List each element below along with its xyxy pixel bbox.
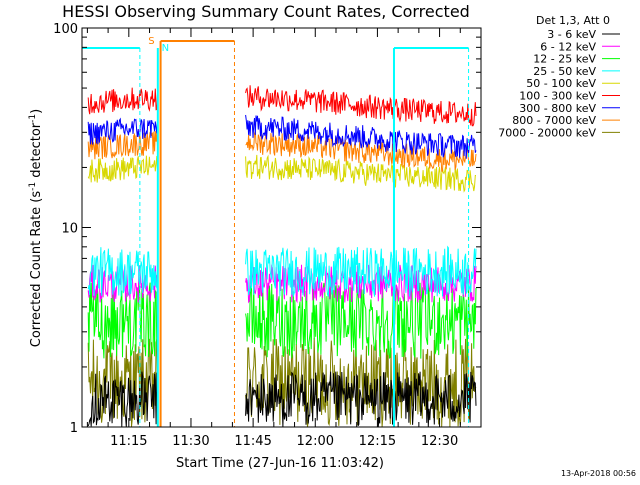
legend-entry-label: 6 - 12 keV [540, 40, 596, 53]
x-axis-label: Start Time (27-Jun-16 11:03:42) [176, 456, 384, 471]
night-flag-label: N [162, 43, 169, 54]
series-line [87, 155, 159, 183]
series-line [245, 114, 477, 159]
x-tick-label: 11:30 [172, 434, 209, 449]
chart-title: HESSI Observing Summary Count Rates, Cor… [62, 2, 470, 21]
series-line [245, 245, 477, 297]
y-axis-label: Corrected Count Rate (s-1 detector-1) [28, 109, 44, 347]
y-tick-label: 100 [53, 22, 78, 37]
series-line [87, 247, 159, 297]
y-tick-label: 10 [61, 222, 78, 237]
series-line [245, 282, 477, 360]
series-line [245, 154, 476, 193]
series-line [245, 371, 477, 427]
legend-entry-label: 3 - 6 keV [547, 28, 596, 41]
x-tick-label: 12:30 [421, 434, 458, 449]
series-line [245, 85, 477, 127]
x-tick-label: 11:45 [234, 434, 271, 449]
y-axis-label-main: Corrected Count Rate (s [29, 191, 44, 348]
y-axis: 1 10 100 [53, 22, 481, 436]
timestamp: 13-Apr-2018 00:56 [561, 469, 636, 478]
y-tick-label: 1 [70, 421, 78, 436]
series-line [87, 371, 159, 427]
saa-flag-label: S [148, 36, 154, 47]
y-axis-label-end: ) [29, 109, 44, 114]
legend-entry-label: 50 - 100 keV [526, 77, 596, 90]
legend-entry-label: 100 - 300 keV [519, 90, 596, 103]
series-line [87, 338, 159, 427]
x-tick-label: 12:00 [297, 434, 334, 449]
legend-entry-label: 25 - 50 keV [533, 65, 596, 78]
y-axis-label-mid: detector [29, 122, 44, 182]
y-axis-label-sup1: -1 [28, 182, 38, 191]
y-axis-label-sup2: -1 [28, 114, 38, 123]
x-axis: 11:15 11:30 11:45 12:00 12:15 12:30 [86, 28, 482, 449]
flags-layer: SN [82, 36, 470, 427]
legend-entry-label: 12 - 25 keV [533, 53, 596, 66]
legend-header: Det 1,3, Att 0 [536, 14, 610, 27]
legend-entry-label: 300 - 800 keV [519, 102, 596, 115]
legend-entry-label: 800 - 7000 keV [512, 114, 596, 127]
x-tick-label: 11:15 [110, 434, 147, 449]
series-line [87, 117, 159, 145]
legend-entry-label: 7000 - 20000 keV [498, 126, 596, 139]
x-tick-label: 12:15 [359, 434, 396, 449]
series-line [87, 282, 159, 359]
series-line [87, 87, 159, 115]
series-layer [87, 85, 477, 427]
